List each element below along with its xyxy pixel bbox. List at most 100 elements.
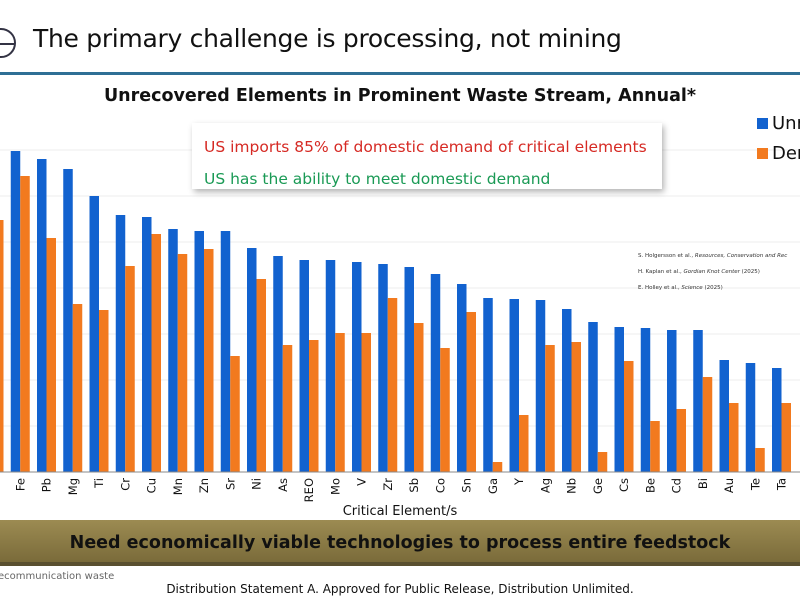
x-tick-label: Co	[433, 478, 447, 493]
bar-demand-Au	[729, 403, 739, 472]
bar-unrecovered-V	[352, 262, 362, 472]
bar-unrecovered-Cr	[115, 215, 126, 472]
x-tick-label: Te	[748, 478, 762, 491]
bar-demand-Ti	[99, 310, 109, 472]
x-tick-label: Cr	[118, 478, 132, 491]
x-tick-label: Ni	[250, 478, 264, 490]
bar-unrecovered-Cd	[667, 330, 677, 472]
bar-demand-Ta	[781, 403, 791, 472]
bar-demand-Fe	[20, 176, 30, 472]
bar-unrecovered-Pb	[37, 159, 47, 472]
legend-label: Unr	[772, 113, 800, 134]
x-tick-label: Ag	[538, 478, 552, 493]
bar-demand-Bi	[702, 377, 713, 472]
bar-unrecovered-REO	[299, 260, 309, 472]
bar-demand-Zr	[387, 298, 398, 472]
bar-unrecovered-Ta	[772, 368, 782, 472]
bar-unrecovered-Ga	[483, 298, 493, 472]
x-tick-label: Nb	[565, 478, 579, 494]
bar-unrecovered-Ge	[588, 322, 598, 472]
references: S. Holgersson et al., Resources, Conserv…	[638, 248, 787, 296]
bar-unrecovered-Y	[509, 299, 519, 472]
bar-unrecovered-Zr	[378, 264, 388, 472]
chart-title: Unrecovered Elements in Prominent Waste …	[103, 86, 697, 106]
bar-demand-Sn	[466, 312, 476, 472]
bar-unrecovered-Te	[745, 363, 756, 472]
bar-demand-Ag	[545, 345, 555, 472]
x-tick-label: Mn	[171, 478, 185, 495]
x-tick-label: Ge	[591, 478, 605, 494]
bar-chart: Fe Pb Mg Ti Cr Cu Mn Zn Sr Ni As REO Mo V Zr Sb Co Sn Ga Y A…	[0, 149, 800, 502]
reference: H. Kaplan et al., Gordian Knot Center (2…	[638, 269, 760, 275]
bar-unrecovered-Au	[719, 360, 729, 472]
x-tick-label: Be	[643, 478, 657, 493]
x-tick-label: Mg	[66, 478, 80, 495]
bar-unrecovered-Sr	[220, 231, 231, 472]
x-tick-label: Au	[722, 478, 736, 493]
bar-unrecovered-Ti	[89, 196, 99, 472]
banner: Need economically viable technologies to…	[0, 520, 800, 566]
bar-demand-Cs	[624, 361, 634, 472]
bar-demand-Sb	[414, 323, 424, 472]
x-tick-label: Cd	[670, 478, 684, 493]
x-tick-label: Sn	[460, 478, 474, 493]
bar-unrecovered-Zn	[194, 231, 204, 472]
bar-unrecovered-Sb	[404, 267, 414, 472]
bar-demand-Sr	[230, 356, 240, 472]
callout-box: US imports 85% of domestic demand of cri…	[192, 123, 662, 189]
bar-unrecovered-Cs	[614, 327, 624, 472]
legend-swatch-orange	[757, 148, 768, 159]
title-divider	[0, 72, 800, 75]
x-tick-label: Cs	[617, 478, 631, 492]
x-tick-label: Ti	[92, 478, 106, 489]
bar-unrecovered-Bi	[693, 330, 703, 472]
bar-unrecovered-Mo	[325, 260, 336, 472]
x-tick-label: Fe	[13, 478, 27, 491]
bar-demand-Mo	[335, 333, 345, 472]
bar-demand-Ni	[256, 279, 266, 472]
x-tick-label: Zr	[381, 478, 395, 491]
bar-unrecovered-Co	[430, 274, 441, 472]
legend-unrecovered: Unr	[757, 113, 800, 134]
bar-demand-Nb	[571, 342, 581, 472]
x-tick-label: Bi	[696, 478, 710, 489]
bar-unrecovered-Sn	[457, 284, 467, 472]
bar-demand-Pb	[46, 238, 56, 472]
distribution-statement: Distribution Statement A. Approved for P…	[166, 582, 634, 596]
bar-demand-Cr	[125, 266, 135, 472]
x-tick-label: Ta	[775, 478, 789, 491]
bar-demand-V	[361, 333, 371, 472]
bar-unrecovered-Cu	[142, 217, 152, 472]
bar-unrecovered-Fe	[10, 151, 21, 472]
bar-unrecovered-Ag	[535, 300, 546, 472]
bar-demand-Cd	[676, 409, 686, 472]
x-tick-label: Zn	[197, 478, 211, 493]
x-tick-label: REO	[302, 478, 316, 502]
bar-demand-As	[282, 345, 293, 472]
callout-imports: US imports 85% of domestic demand of cri…	[204, 138, 647, 156]
page-title: The primary challenge is processing, not…	[33, 24, 622, 53]
bar-demand-Mg	[72, 304, 83, 472]
bar-unrecovered-As	[273, 256, 283, 472]
bar-demand-Zn	[204, 249, 214, 472]
x-tick-label: Sb	[407, 478, 421, 493]
legend-swatch-blue	[757, 118, 768, 129]
x-tick-label: Cu	[145, 478, 159, 493]
x-tick-label: Ga	[486, 478, 500, 494]
bar-demand-Cu	[151, 234, 161, 472]
bar-unrecovered-Nb	[562, 309, 572, 472]
bar-demand-Ge	[597, 452, 608, 472]
bar-demand-Ga	[492, 462, 503, 472]
reference: E. Holley et al., Science (2025)	[638, 285, 723, 291]
bar-demand-Y	[519, 415, 529, 472]
callout-ability: US has the ability to meet domestic dema…	[204, 170, 551, 188]
reference: S. Holgersson et al., Resources, Conserv…	[638, 253, 788, 259]
x-tick-label: Pb	[40, 478, 54, 492]
legend-label: Dem	[772, 143, 800, 164]
legend-demand: Dem	[757, 143, 800, 164]
bar-demand-Mn	[177, 254, 188, 472]
bar-demand-Be	[650, 421, 660, 472]
bar-unrecovered-Mn	[168, 229, 178, 472]
x-axis-label: Critical Element/s	[342, 504, 458, 519]
x-tick-label: Y	[512, 477, 526, 486]
